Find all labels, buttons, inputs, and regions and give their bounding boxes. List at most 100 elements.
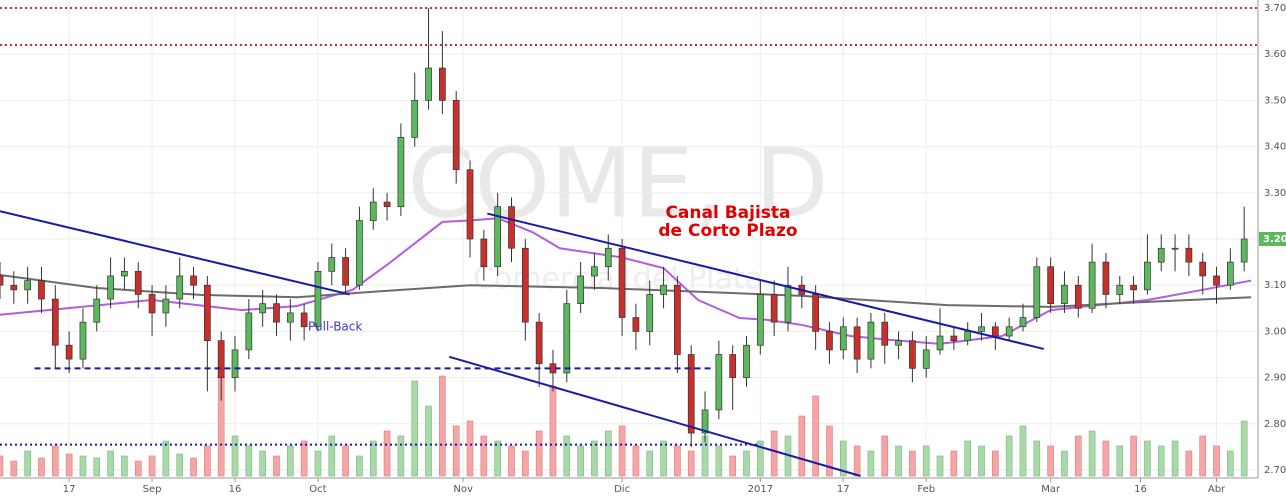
volume-bar xyxy=(1171,440,1179,477)
candle-body xyxy=(1199,261,1207,277)
volume-bar xyxy=(646,450,654,477)
y-tick-label: 3.70 xyxy=(1264,3,1286,14)
volume-bar xyxy=(231,435,239,477)
volume-bar xyxy=(770,430,778,477)
candle-body xyxy=(1116,284,1124,295)
volume-bar xyxy=(466,420,474,477)
candle-body xyxy=(978,326,985,332)
volume-bar xyxy=(259,450,266,477)
candle-body xyxy=(577,275,584,305)
volume-bar xyxy=(895,445,902,477)
candle-body xyxy=(286,312,294,323)
volume-bar xyxy=(328,435,336,477)
candle-body xyxy=(217,340,225,378)
candle-body xyxy=(867,321,875,360)
candle-body xyxy=(0,275,4,286)
candle-body xyxy=(826,331,833,351)
volume-bar xyxy=(314,450,322,477)
volume-bar xyxy=(190,457,197,477)
candle-body xyxy=(521,247,529,323)
candle-body xyxy=(369,201,377,221)
volume-bar xyxy=(757,440,764,477)
volume-bar xyxy=(439,375,446,477)
candle-body xyxy=(1185,247,1193,263)
volume-bar xyxy=(300,440,308,477)
volume-bar xyxy=(1019,425,1027,477)
candle-body xyxy=(93,298,101,323)
volume-bar xyxy=(356,455,363,477)
candle-body xyxy=(508,206,515,249)
volume-bar xyxy=(148,455,156,477)
candle-body xyxy=(300,312,308,328)
candle-body xyxy=(1240,238,1248,263)
price-tag-label: 3.20 xyxy=(1263,234,1286,245)
candle-body xyxy=(1130,284,1137,291)
candle-body xyxy=(176,275,184,300)
candle-body xyxy=(1157,247,1165,263)
candle-body xyxy=(784,284,792,323)
candle-body xyxy=(1005,326,1013,337)
candle-body xyxy=(632,317,640,332)
volume-bar xyxy=(1185,450,1193,477)
volume-bar xyxy=(522,450,529,477)
volume-bar xyxy=(1005,435,1013,477)
y-tick-label: 2.80 xyxy=(1264,419,1286,430)
volume-bar xyxy=(535,430,543,477)
candle-body xyxy=(439,67,446,101)
volume-bar xyxy=(508,445,515,477)
x-tick-label: 17 xyxy=(63,484,76,495)
x-tick-label: Dic xyxy=(614,484,630,495)
moving-average xyxy=(0,217,1252,345)
candle-body xyxy=(743,344,750,378)
volume-bar xyxy=(134,460,142,477)
volume-bar xyxy=(121,455,128,477)
volume-bar xyxy=(549,385,557,477)
volume-bar xyxy=(618,425,626,477)
candle-body xyxy=(231,349,239,378)
y-tick-label: 2.90 xyxy=(1264,373,1286,384)
volume-bar xyxy=(79,455,87,477)
candle-body xyxy=(162,298,170,314)
candle-body xyxy=(273,303,280,323)
candle-body xyxy=(356,220,363,286)
candle-body xyxy=(604,247,612,268)
volume-bar xyxy=(632,445,640,477)
y-tick-label: 3.10 xyxy=(1264,280,1286,291)
volume-bar xyxy=(93,457,101,477)
candle-body xyxy=(756,294,764,346)
candle-body xyxy=(314,270,322,328)
volume-bar xyxy=(922,445,930,477)
trendline xyxy=(449,355,861,477)
candle-body xyxy=(121,270,128,277)
volume-bar xyxy=(992,450,999,477)
volume-bar xyxy=(0,455,4,477)
candle-body xyxy=(148,294,156,314)
volume-bar xyxy=(287,445,294,477)
volume-bar xyxy=(65,453,73,477)
candle-body xyxy=(701,409,709,434)
candle-body xyxy=(328,257,336,272)
volume-bar xyxy=(452,425,460,477)
y-tick-label: 3.40 xyxy=(1264,142,1286,153)
volume-bar xyxy=(1199,435,1207,477)
y-tick-label: 3.50 xyxy=(1264,95,1286,106)
watermark-sub: Comercial del Plata xyxy=(473,262,763,297)
candle-body xyxy=(991,326,999,337)
x-tick-label: 2017 xyxy=(748,484,773,495)
x-tick-label: Mar xyxy=(1041,484,1061,495)
candle-body xyxy=(922,349,930,369)
volume-bar xyxy=(729,455,736,477)
candle-body xyxy=(535,321,543,365)
candle-body xyxy=(1033,266,1041,318)
volume-bar xyxy=(1102,440,1110,477)
volume-bar xyxy=(591,440,598,477)
candle-body xyxy=(134,270,142,295)
candle-body xyxy=(1047,266,1054,305)
candle-body xyxy=(895,340,902,346)
volume-bar xyxy=(245,445,253,477)
candle-body xyxy=(425,67,432,101)
volume-bar xyxy=(881,435,889,477)
candle-body xyxy=(1227,261,1234,286)
candle-body xyxy=(660,284,667,295)
volume-bar xyxy=(687,450,695,477)
